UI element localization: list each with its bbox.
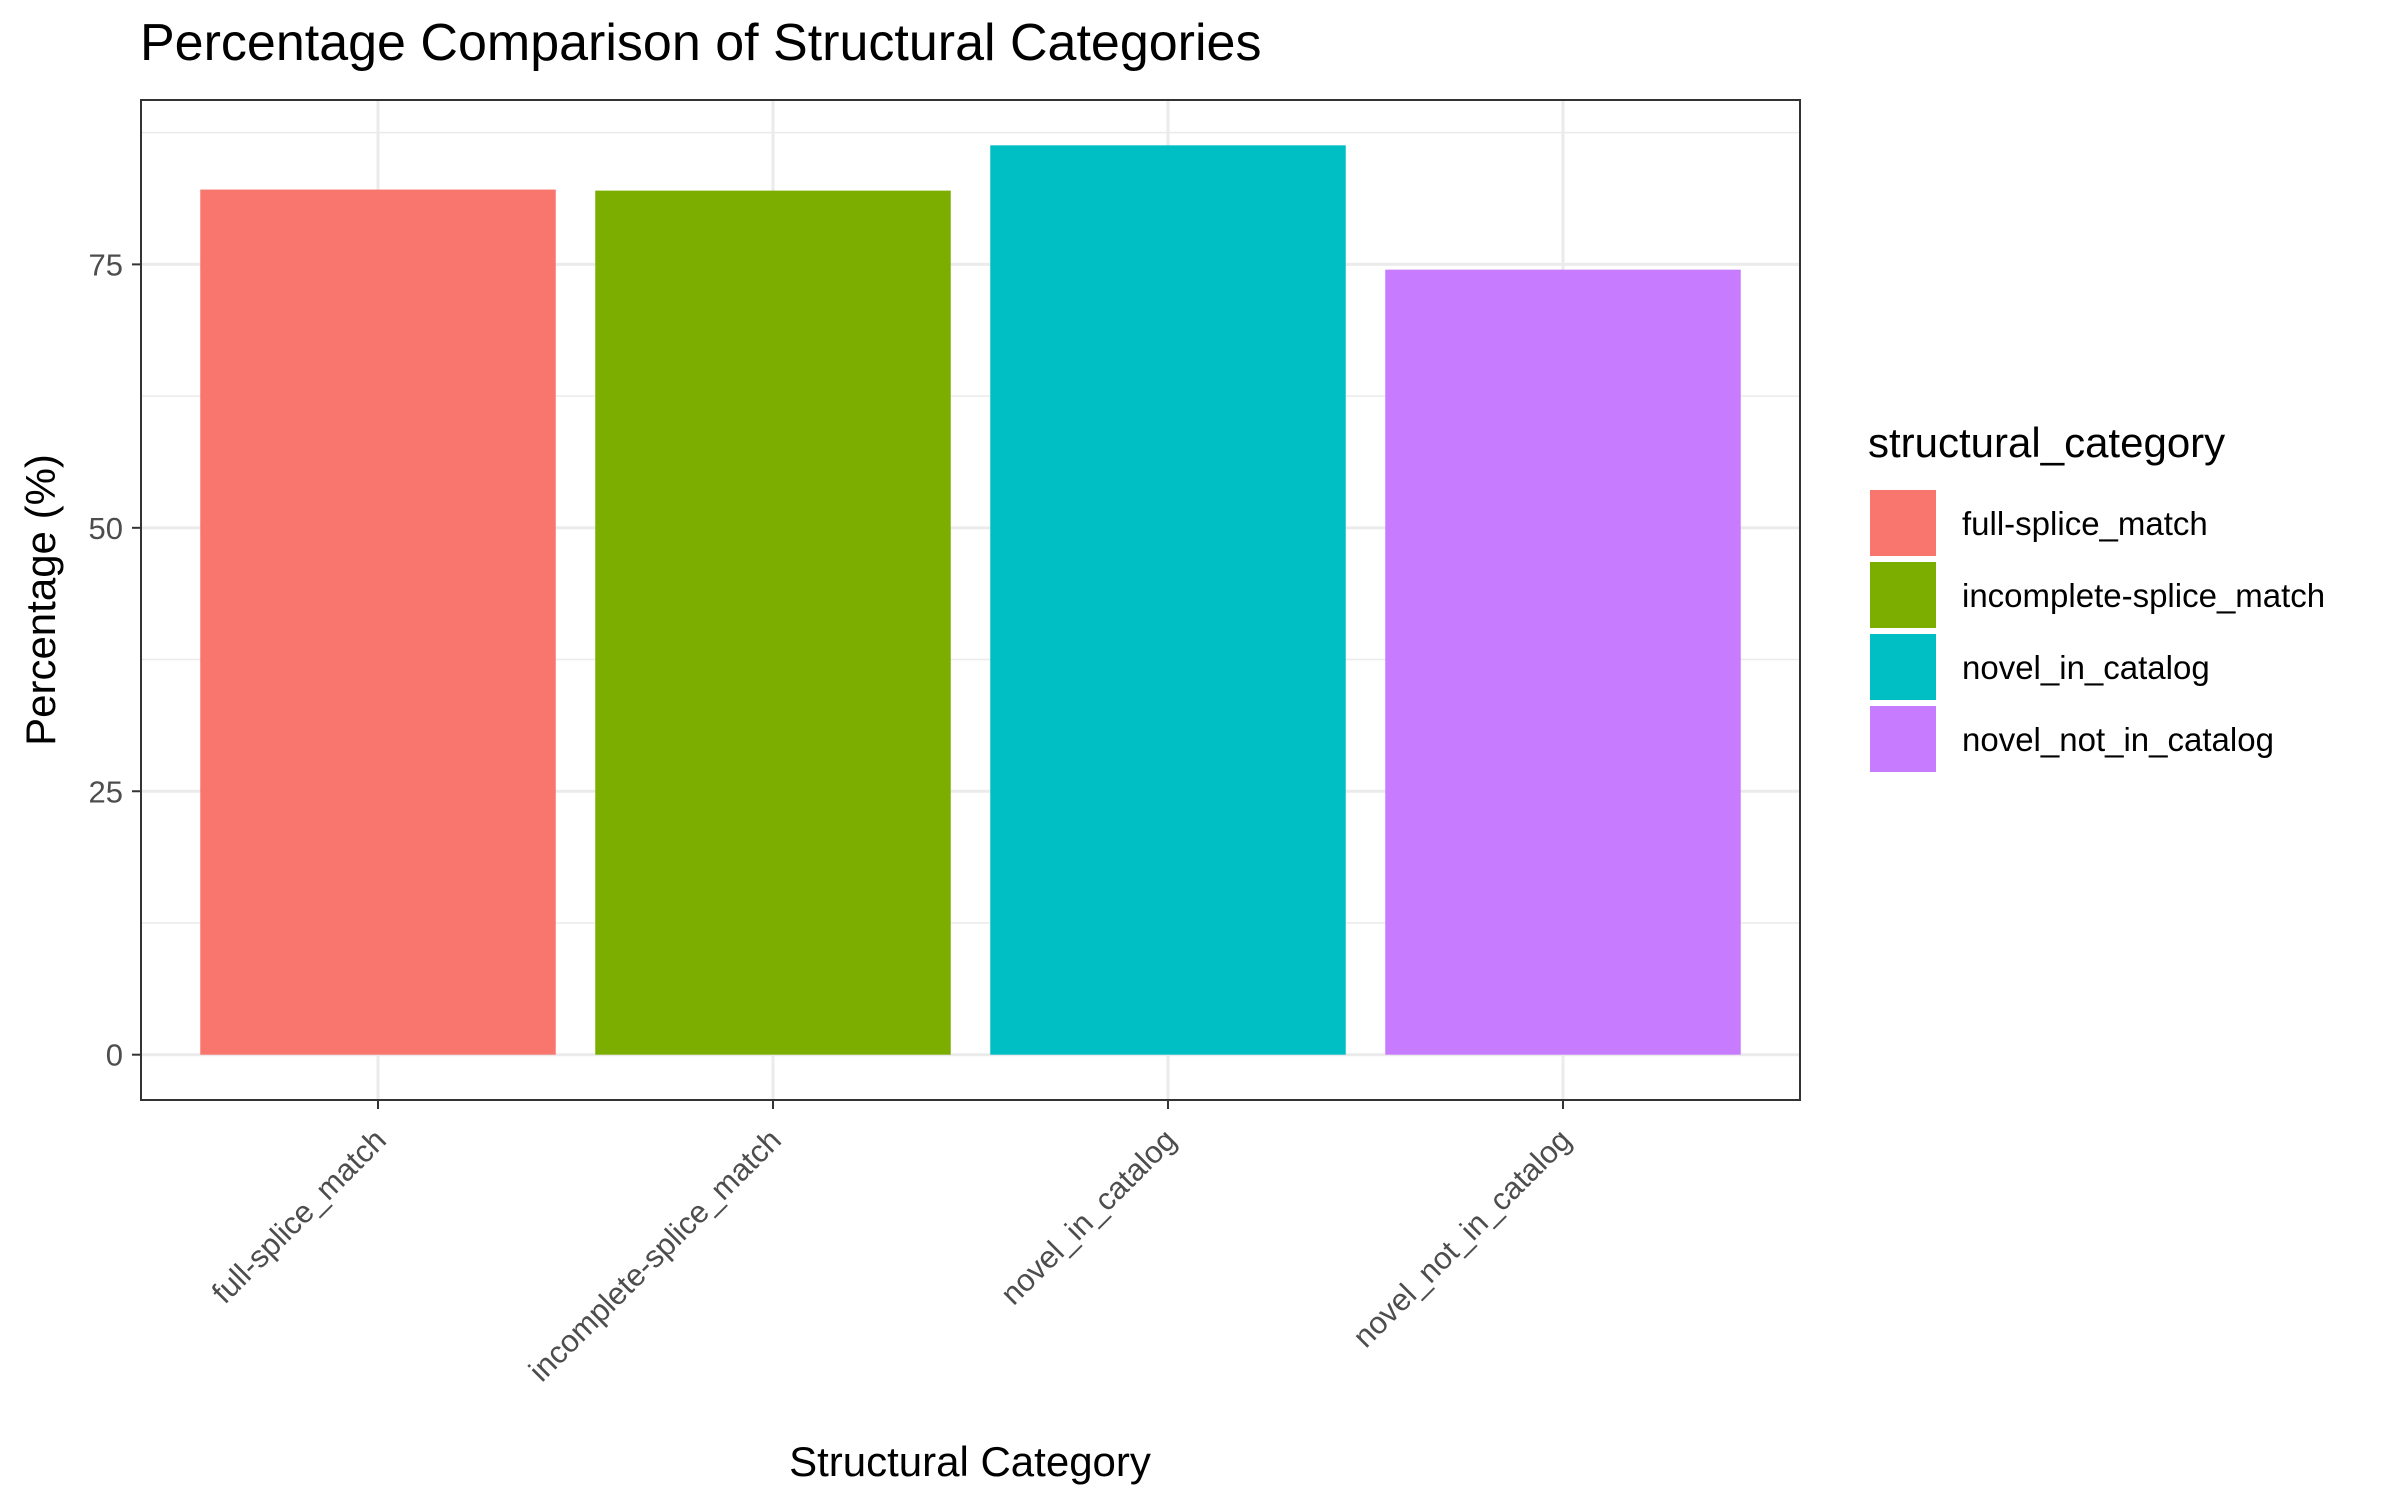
legend-title: structural_category [1868, 419, 2225, 466]
y-axis-title: Percentage (%) [17, 454, 64, 746]
x-tick-label: incomplete-splice_match [522, 1122, 788, 1388]
x-tick-label: full-splice_match [205, 1122, 393, 1310]
y-tick-label: 0 [106, 1038, 123, 1073]
legend: structural_category full-splice_matchinc… [1868, 419, 2325, 772]
x-tick-label: novel_in_catalog [994, 1122, 1183, 1311]
legend-label-full-splice_match: full-splice_match [1962, 505, 2208, 542]
bar-full-splice_match [200, 189, 556, 1055]
chart-title: Percentage Comparison of Structural Cate… [140, 14, 1261, 72]
bars [200, 145, 1741, 1055]
legend-label-novel_in_catalog: novel_in_catalog [1962, 649, 2210, 686]
bar-incomplete-splice_match [595, 190, 951, 1055]
plot-border [140, 99, 1801, 1101]
y-tick-label: 75 [89, 247, 123, 282]
bar-novel_in_catalog [990, 145, 1346, 1055]
legend-label-novel_not_in_catalog: novel_not_in_catalog [1962, 721, 2274, 758]
y-tick-label: 25 [89, 774, 123, 809]
legend-key-incomplete-splice_match [1870, 562, 1936, 628]
bar-novel_not_in_catalog [1385, 269, 1741, 1055]
legend-label-incomplete-splice_match: incomplete-splice_match [1962, 577, 2325, 614]
legend-key-full-splice_match [1870, 490, 1936, 556]
legend-key-novel_not_in_catalog [1870, 706, 1936, 772]
y-tick-label: 50 [89, 511, 123, 546]
legend-key-novel_in_catalog [1870, 634, 1936, 700]
x-axis-title: Structural Category [789, 1438, 1151, 1485]
x-tick-label: novel_not_in_catalog [1346, 1122, 1578, 1354]
